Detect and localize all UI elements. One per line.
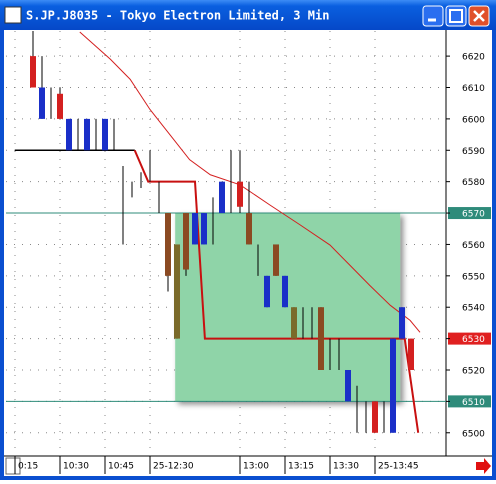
candle-body bbox=[318, 307, 324, 370]
candle-body bbox=[102, 118, 108, 151]
candle-body bbox=[57, 93, 63, 119]
moving-average bbox=[79, 31, 421, 333]
candle-body bbox=[264, 275, 270, 308]
candle-body bbox=[66, 118, 72, 151]
candle-body bbox=[345, 369, 351, 402]
y-tick-label: 6570 bbox=[462, 210, 485, 220]
x-tick-label: 13:15 bbox=[288, 462, 314, 472]
x-tick-label: 0:15 bbox=[18, 462, 38, 472]
step-line bbox=[133, 149, 420, 433]
window-title: S.JP.J8035 - Tokyo Electron Limited, 3 M… bbox=[26, 9, 329, 23]
candle-body bbox=[282, 275, 288, 308]
y-tick-label: 6610 bbox=[462, 84, 485, 94]
candle-body bbox=[291, 307, 297, 339]
candle-body bbox=[84, 118, 90, 151]
candle-body bbox=[372, 401, 378, 433]
close-icon bbox=[473, 10, 485, 22]
level-label-bg bbox=[448, 395, 491, 408]
candle-body bbox=[408, 338, 414, 370]
x-tick-label: 10:45 bbox=[108, 462, 134, 472]
y-tick-label: 6580 bbox=[462, 178, 485, 188]
x-tick-label: 25-12:30 bbox=[153, 462, 194, 472]
scroll-arrow[interactable] bbox=[476, 458, 491, 474]
app-icon bbox=[4, 6, 22, 24]
plot bbox=[6, 31, 446, 456]
candle-body bbox=[390, 338, 396, 433]
y-tick-label: 6500 bbox=[462, 429, 485, 439]
candle-body bbox=[174, 244, 180, 339]
x-tick-label: 13:30 bbox=[333, 462, 359, 472]
y-tick-label: 6560 bbox=[462, 241, 485, 251]
candle-body bbox=[219, 181, 225, 214]
candle-body bbox=[273, 244, 279, 276]
y-tick-label: 6530 bbox=[462, 335, 485, 345]
candle-body bbox=[39, 87, 45, 119]
level-label-bg bbox=[448, 207, 491, 220]
x-tick-label: 10:30 bbox=[63, 462, 89, 472]
maximize-icon bbox=[449, 9, 463, 23]
y-tick-label: 6590 bbox=[462, 147, 485, 157]
y-tick-label: 6540 bbox=[462, 304, 485, 314]
minimize-button[interactable] bbox=[422, 5, 444, 27]
x-tick-label: 13:00 bbox=[243, 462, 269, 472]
title-bar bbox=[0, 0, 496, 30]
candle-body bbox=[201, 213, 207, 245]
candle-body bbox=[165, 213, 171, 276]
y-tick-label: 6510 bbox=[462, 398, 485, 408]
y-tick-label: 6520 bbox=[462, 366, 485, 376]
candle-body bbox=[30, 56, 36, 88]
x-tick-label: 25-13:45 bbox=[378, 462, 419, 472]
candle-body bbox=[246, 213, 252, 245]
last-price-bg bbox=[448, 332, 491, 345]
y-tick-label: 6620 bbox=[462, 53, 485, 63]
y-tick-label: 6600 bbox=[462, 115, 485, 125]
candle-body bbox=[183, 213, 189, 270]
candle-body bbox=[399, 307, 405, 339]
y-tick-label: 6550 bbox=[462, 272, 485, 282]
window-buttons[interactable] bbox=[422, 5, 490, 27]
scroll-box[interactable] bbox=[5, 457, 21, 475]
candle-body bbox=[192, 213, 198, 245]
candle-body bbox=[237, 181, 243, 207]
